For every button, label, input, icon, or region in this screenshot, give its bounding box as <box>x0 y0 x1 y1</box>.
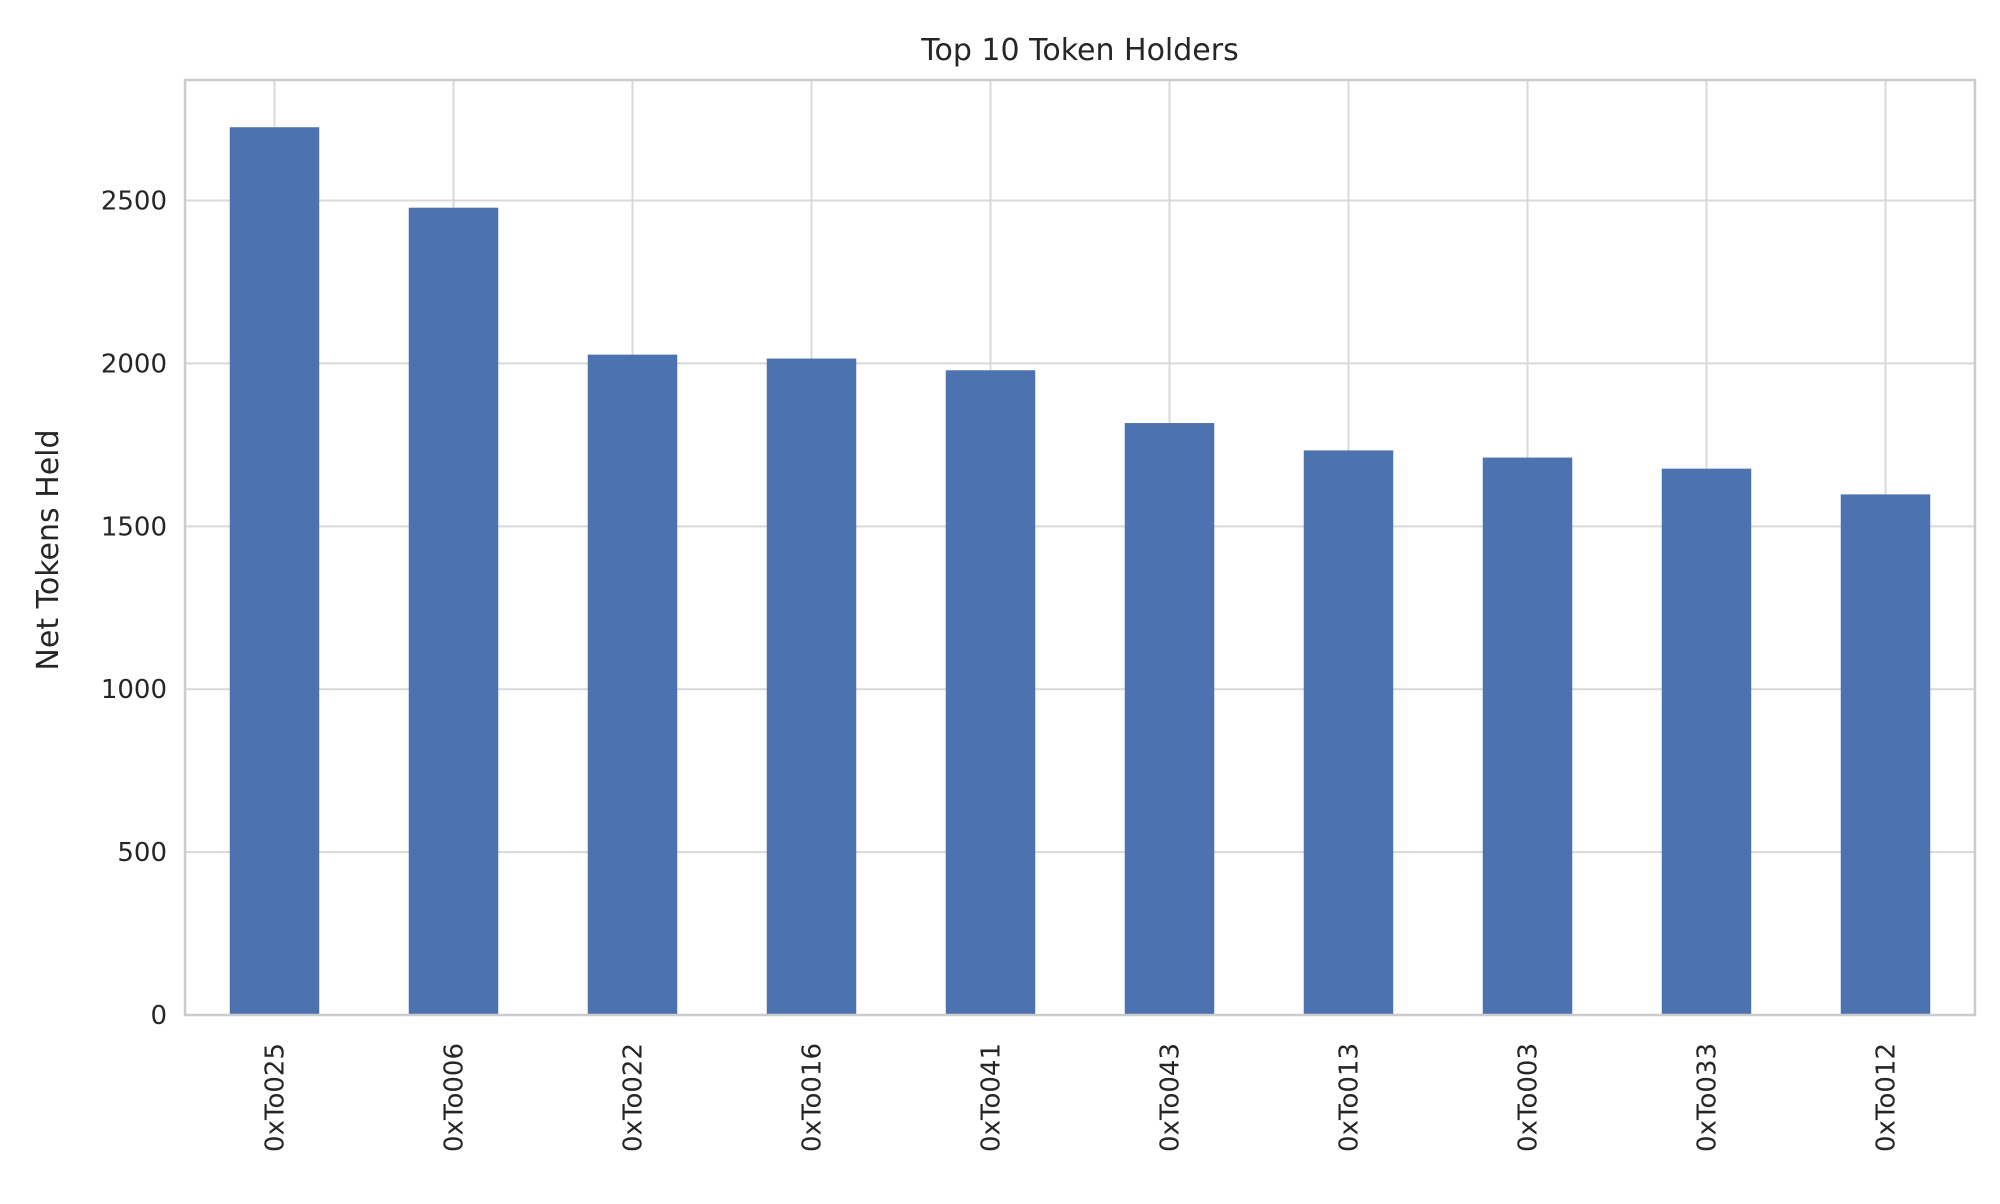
chart-title: Top 10 Token Holders <box>920 33 1238 68</box>
x-tick-label: 0xTo006 <box>440 1043 470 1152</box>
y-tick-label: 500 <box>117 838 167 868</box>
x-axis-ticks: 0xTo025 0xTo006 0xTo022 0xTo016 0xTo041 0xTo0… <box>261 1043 1902 1152</box>
x-tick-label: 0xTo022 <box>619 1043 649 1152</box>
y-tick-label: 0 <box>150 1001 167 1031</box>
x-tick-label: 0xTo016 <box>798 1043 828 1152</box>
bar-0xTo012 <box>1840 494 1931 1015</box>
y-tick-label: 2500 <box>101 187 167 217</box>
bar-0xTo025 <box>229 127 320 1016</box>
x-tick-label: 0xTo043 <box>1156 1043 1186 1152</box>
x-tick-label: 0xTo033 <box>1693 1043 1723 1152</box>
y-tick-label: 1000 <box>101 675 167 705</box>
bar-0xTo033 <box>1661 468 1752 1015</box>
y-axis-ticks: 0 500 1000 1500 2000 2500 <box>101 187 167 1031</box>
bar-0xTo013 <box>1303 450 1394 1015</box>
bar-0xTo022 <box>587 354 678 1016</box>
bar-0xTo016 <box>766 358 857 1015</box>
y-tick-label: 2000 <box>101 349 167 379</box>
x-tick-label: 0xTo003 <box>1514 1043 1544 1152</box>
y-axis-label: Net Tokens Held <box>31 429 66 670</box>
plot-frame <box>183 78 1977 1017</box>
x-tick-label: 0xTo041 <box>977 1043 1007 1152</box>
bar-0xTo043 <box>1124 423 1215 1015</box>
x-tick-label: 0xTo012 <box>1872 1043 1902 1152</box>
y-tick-label: 1500 <box>101 512 167 542</box>
x-tick-label: 0xTo013 <box>1335 1043 1365 1152</box>
bar-0xTo003 <box>1482 457 1573 1015</box>
bars <box>229 127 1931 1016</box>
x-tick-label: 0xTo025 <box>261 1043 291 1152</box>
bar-0xTo006 <box>408 207 499 1015</box>
bar-0xTo041 <box>945 370 1036 1015</box>
